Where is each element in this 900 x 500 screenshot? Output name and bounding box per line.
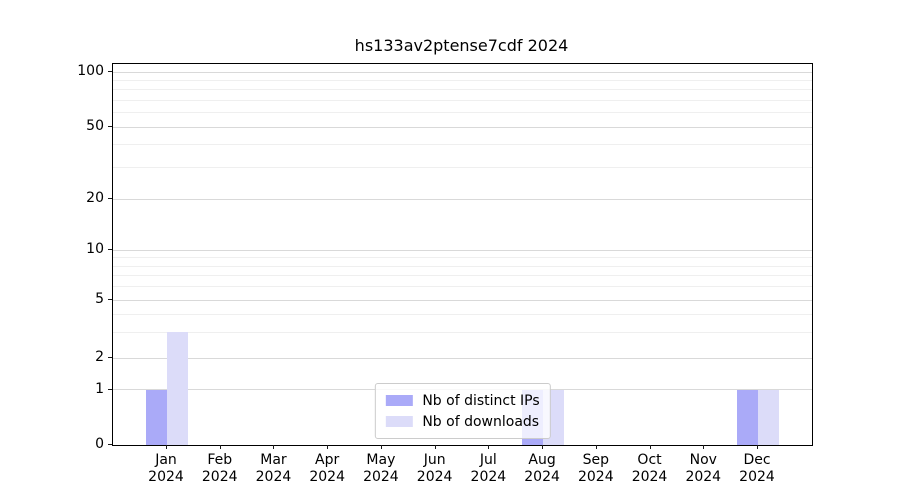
bar-distinct-ips	[737, 389, 758, 445]
x-tick-mark	[219, 445, 221, 449]
legend-label: Nb of downloads	[422, 413, 540, 430]
legend: Nb of distinct IPs Nb of downloads	[374, 383, 551, 439]
legend-swatch	[385, 416, 413, 427]
major-gridline	[113, 198, 812, 200]
y-tick-label: 100	[77, 63, 104, 79]
y-tick-mark	[108, 444, 112, 445]
chart-title: hs133av2ptense7cdf 2024	[354, 36, 569, 55]
x-tick-mark	[649, 445, 651, 449]
x-tick-mark	[703, 445, 705, 449]
minor-gridline	[113, 286, 812, 288]
y-tick-label: 1	[95, 380, 104, 397]
y-tick-label: 50	[86, 118, 104, 135]
y-tick-mark	[108, 249, 112, 250]
bar-downloads	[167, 332, 188, 445]
minor-gridline	[113, 166, 812, 168]
y-tick-mark	[108, 71, 112, 72]
major-gridline	[113, 299, 812, 301]
minor-gridline	[113, 275, 812, 277]
minor-gridline	[113, 89, 812, 91]
minor-gridline	[113, 257, 812, 259]
x-tick-mark	[166, 445, 167, 449]
y-tick-mark	[108, 197, 112, 199]
y-tick-label: 2	[95, 349, 104, 366]
minor-gridline	[113, 99, 812, 101]
major-gridline	[113, 249, 812, 251]
x-tick-mark	[595, 445, 597, 449]
y-tick-mark	[108, 298, 112, 300]
major-gridline	[113, 126, 812, 128]
legend-item: Nb of downloads	[385, 411, 539, 432]
x-tick-mark	[542, 445, 544, 449]
legend-item: Nb of distinct IPs	[385, 390, 540, 411]
x-tick-label: Oct 2024	[631, 452, 668, 485]
major-gridline	[113, 357, 812, 359]
x-tick-label: Nov 2024	[685, 452, 722, 485]
minor-gridline	[113, 112, 812, 114]
minor-gridline	[113, 313, 812, 315]
x-tick-mark	[327, 445, 329, 449]
minor-gridline	[113, 144, 812, 146]
x-tick-label: Apr 2024	[309, 452, 345, 485]
minor-gridline	[113, 265, 812, 267]
legend-label: Nb of distinct IPs	[422, 392, 540, 409]
x-tick-mark	[434, 445, 436, 449]
x-tick-label: Jul 2024	[470, 452, 507, 485]
y-tick-label: 10	[86, 241, 104, 257]
bar-downloads	[758, 389, 779, 445]
y-tick-label: 0	[95, 436, 104, 452]
y-tick-label: 5	[95, 290, 104, 307]
x-tick-mark	[488, 445, 490, 449]
legend-swatch	[385, 395, 413, 406]
x-tick-label: Feb 2024	[201, 452, 238, 485]
plot-area: Nb of distinct IPs Nb of downloads	[112, 63, 813, 446]
x-tick-label: Jan 2024	[148, 452, 184, 485]
x-tick-label: Sep 2024	[577, 452, 614, 485]
legend-rows: Nb of distinct IPs Nb of downloads	[385, 390, 540, 432]
minor-gridline	[113, 331, 812, 333]
minor-gridline	[113, 79, 812, 81]
x-tick-label: May 2024	[363, 452, 399, 485]
x-tick-label: Jun 2024	[416, 452, 453, 485]
major-gridline	[113, 71, 812, 73]
y-tick-mark	[108, 126, 112, 128]
bar-distinct-ips	[146, 389, 167, 445]
y-tick-mark	[108, 357, 112, 359]
x-tick-mark	[273, 445, 275, 449]
x-tick-mark	[757, 445, 758, 449]
y-tick-mark	[108, 388, 112, 390]
y-tick-label: 20	[86, 189, 104, 206]
x-tick-label: Mar 2024	[255, 452, 292, 485]
x-tick-label: Dec 2024	[739, 452, 775, 485]
x-tick-mark	[380, 445, 382, 449]
x-tick-label: Aug 2024	[524, 452, 560, 485]
